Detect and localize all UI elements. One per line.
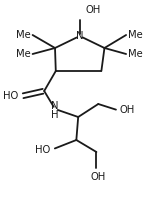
Text: N: N <box>51 101 59 111</box>
Text: OH: OH <box>120 105 135 115</box>
Text: OH: OH <box>90 172 106 182</box>
Text: Me: Me <box>16 49 31 59</box>
Text: HO: HO <box>3 91 19 101</box>
Text: OH: OH <box>86 5 101 15</box>
Text: N: N <box>76 31 84 41</box>
Text: Me: Me <box>128 49 142 59</box>
Text: Me: Me <box>16 30 31 40</box>
Text: HO: HO <box>35 145 50 155</box>
Text: H: H <box>51 110 59 120</box>
Text: Me: Me <box>128 30 142 40</box>
